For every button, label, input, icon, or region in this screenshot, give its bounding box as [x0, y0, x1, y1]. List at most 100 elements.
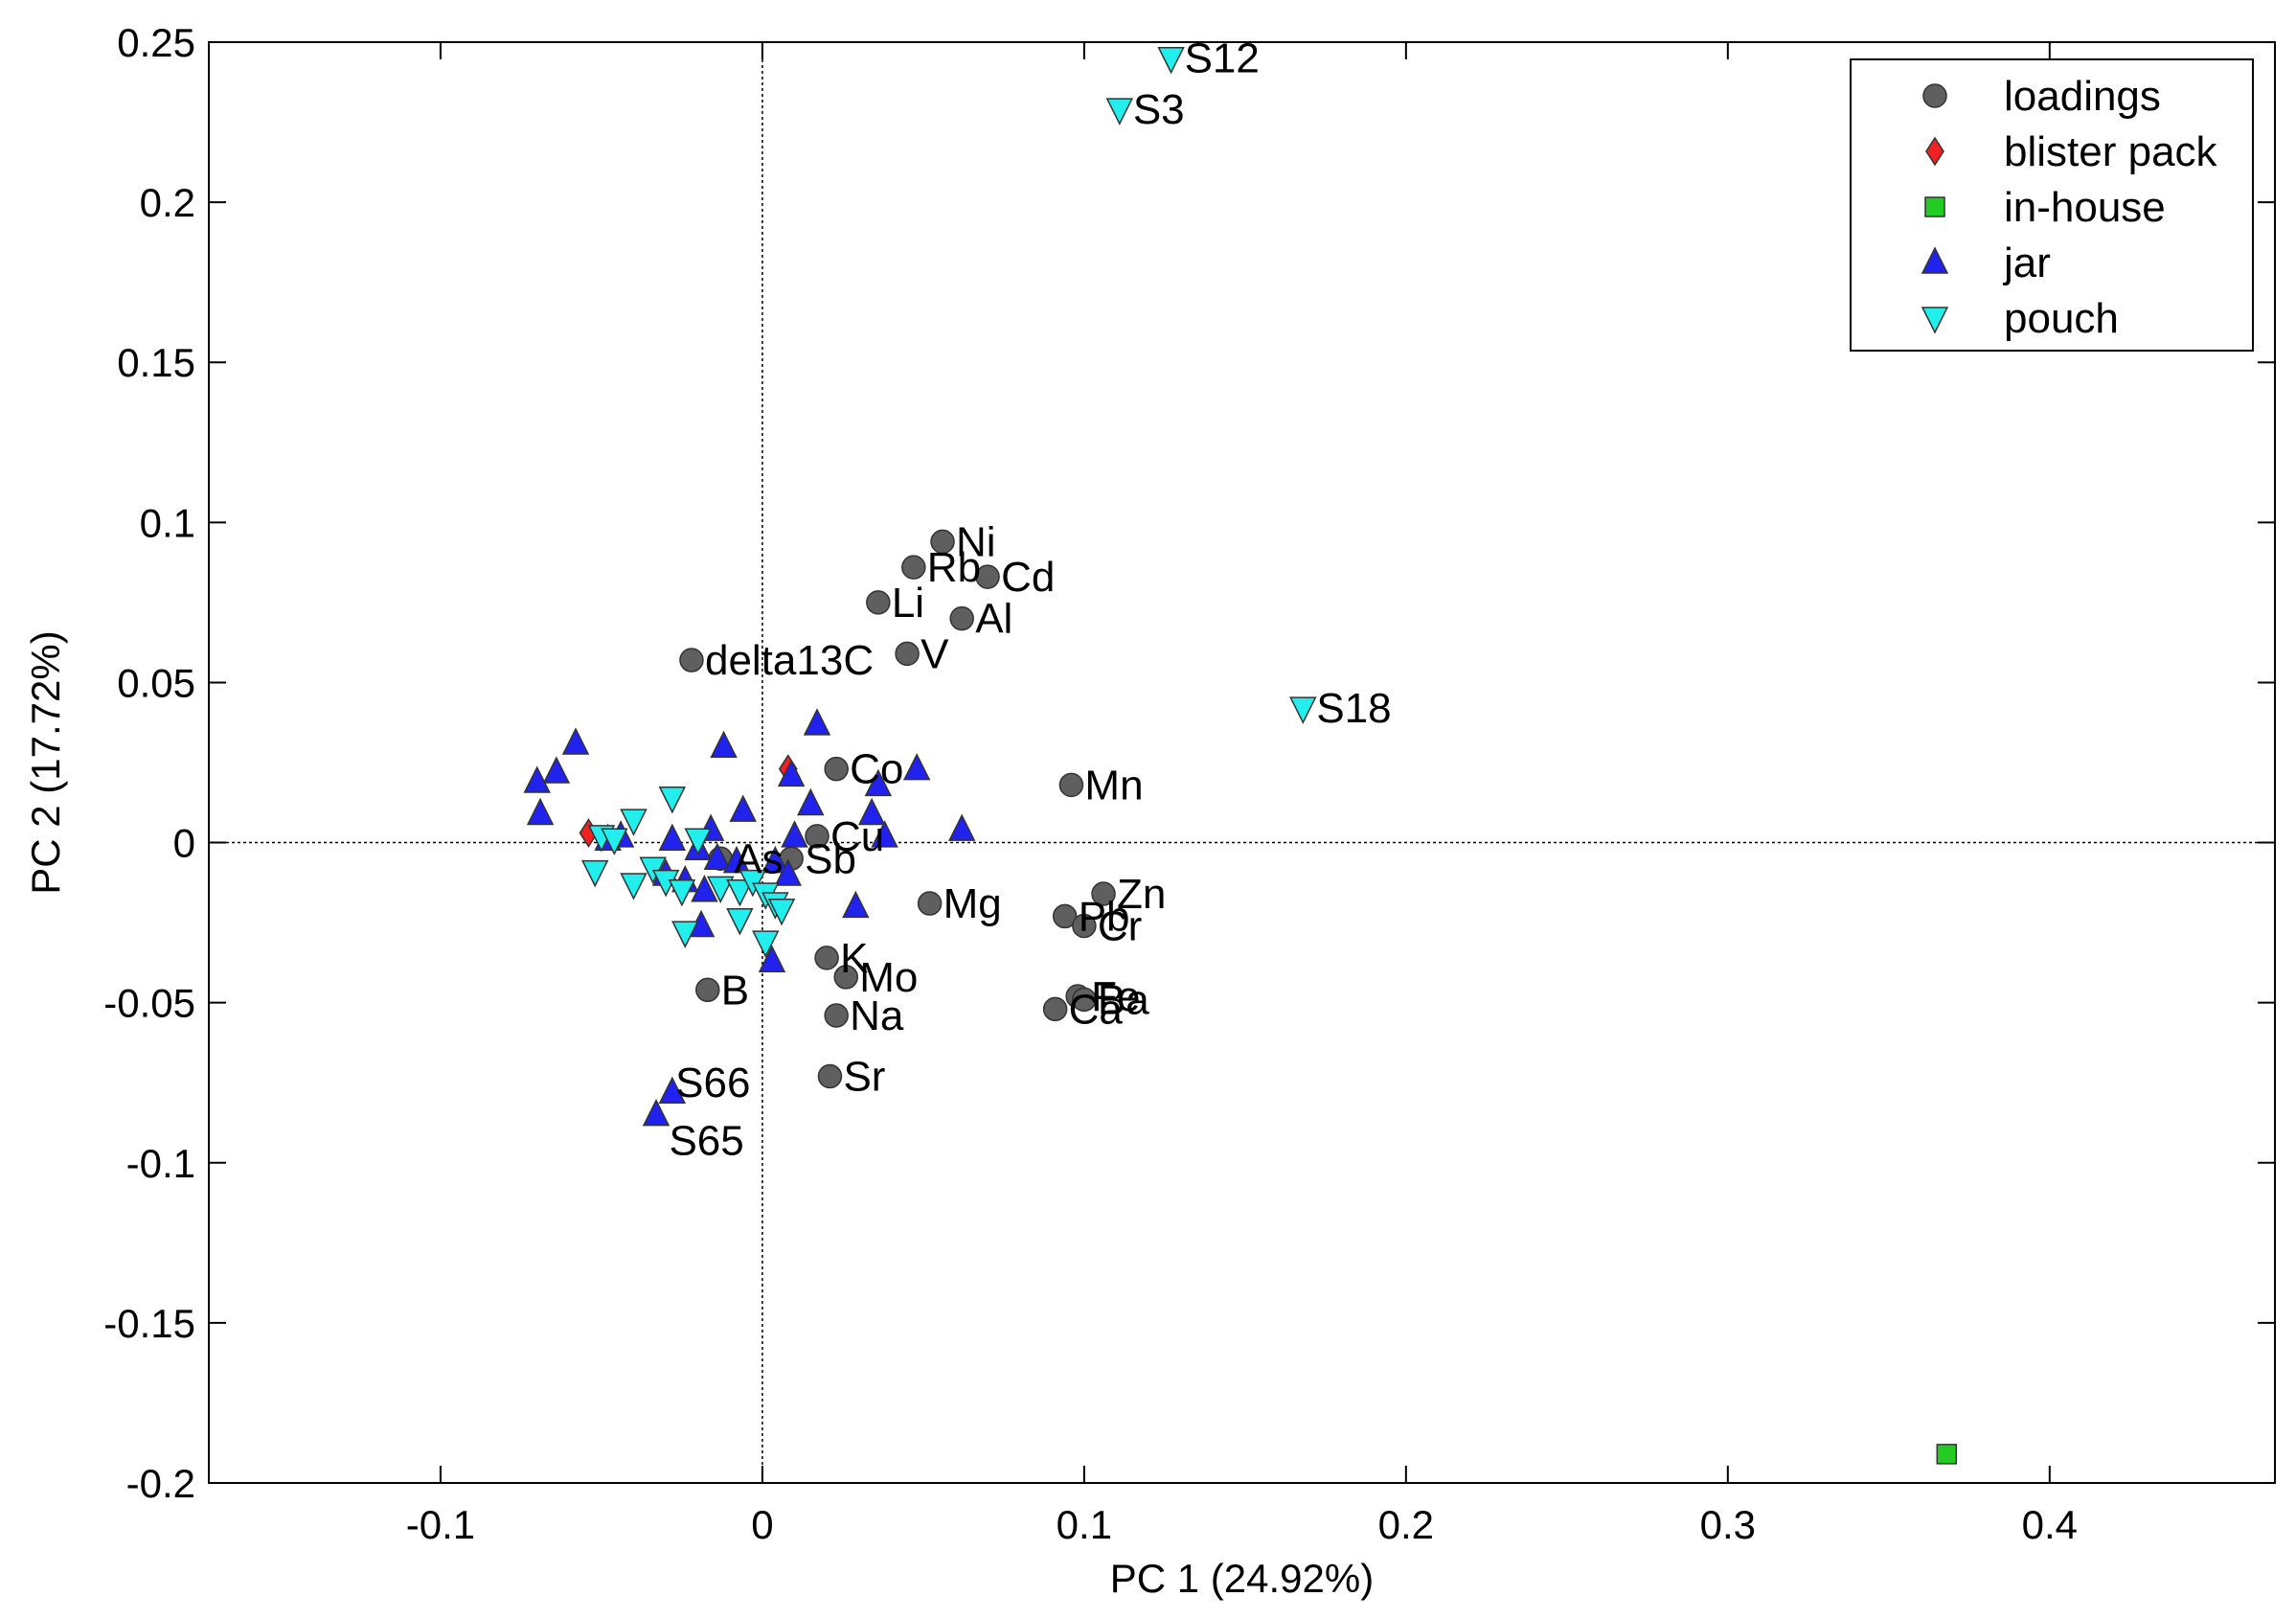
jar-point-11	[729, 794, 757, 822]
reference-lines	[209, 42, 2275, 1483]
label-b: B	[721, 967, 749, 1014]
pouch-point-20	[726, 908, 754, 936]
pouch-point-13	[668, 878, 696, 907]
loadings-point-li	[866, 590, 891, 615]
jar-point-32	[642, 1098, 671, 1127]
y-tick-label: 0.15	[117, 340, 195, 385]
jar-point-17	[781, 820, 808, 848]
loadings-point-delta13c	[679, 648, 704, 673]
plot-frame	[208, 41, 2276, 1484]
loadings-point-b	[695, 977, 720, 1003]
y-tick-label: -0.1	[126, 1141, 195, 1186]
jar-point-14	[658, 823, 687, 851]
pouch-point-s12	[1157, 46, 1185, 75]
x-tick-label: 0	[751, 1502, 773, 1547]
pouch-point-22	[752, 930, 780, 958]
label-ca: Ca	[1069, 986, 1124, 1033]
label-s66: S66	[675, 1060, 750, 1106]
pouch-point-s18	[1289, 696, 1317, 724]
jar-point-6	[803, 708, 831, 736]
jar-point-16	[871, 820, 898, 848]
jar-point-4	[526, 797, 555, 826]
jar-point-9	[864, 768, 893, 797]
loadings-point-mn	[1058, 772, 1084, 798]
label-pb: Pb	[1079, 893, 1130, 940]
y-tick-label: 0	[173, 821, 195, 866]
label-s65: S65	[669, 1117, 743, 1164]
label-sb: Sb	[805, 835, 856, 882]
loadings-point-pb	[1052, 903, 1078, 929]
label-mn: Mn	[1084, 762, 1143, 809]
legend-label-loadings: loadings	[2004, 73, 2161, 120]
label-al: Al	[975, 596, 1012, 643]
label-mg: Mg	[943, 880, 1002, 927]
legend-marker-blister-pack	[1925, 136, 1944, 167]
y-tick-label: 0.2	[140, 180, 195, 225]
y-tick-label: 0.25	[117, 20, 195, 65]
legend-marker-jar	[1921, 246, 1949, 274]
loadings-point-v	[895, 641, 920, 667]
label-sr: Sr	[843, 1054, 885, 1101]
label-v: V	[921, 630, 949, 677]
jar-point-1	[561, 727, 590, 755]
loadings-point-cd	[975, 564, 1000, 589]
loadings-point-cr	[1072, 913, 1097, 939]
label-mo: Mo	[859, 954, 918, 1001]
label-cd: Cd	[1001, 554, 1055, 601]
x-tick-label: -0.1	[406, 1502, 475, 1547]
jar-point-31	[658, 1076, 687, 1104]
y-tick-label: -0.2	[126, 1461, 195, 1506]
in-house-point-1	[1936, 1444, 1958, 1465]
label-cr: Cr	[1098, 902, 1142, 949]
y-axis-title: PC 2 (17.72%)	[23, 630, 68, 894]
legend-marker-loadings	[1922, 83, 1947, 108]
loadings-point-rb	[901, 555, 926, 580]
y-tick-label: 0.1	[140, 500, 195, 545]
jar-point-30	[758, 945, 786, 972]
y-tick-label: 0.05	[117, 660, 195, 705]
pouch-point-19	[767, 898, 796, 926]
label-k: K	[840, 935, 868, 982]
loadings-point-co	[824, 756, 849, 782]
label-rb: Rb	[927, 544, 981, 591]
pouch-point-15	[726, 878, 754, 907]
label-zn: Zn	[1117, 871, 1166, 918]
loadings-point-sr	[817, 1063, 843, 1089]
jar-point-23	[762, 845, 789, 874]
loadings-point-cu	[805, 824, 830, 849]
pouch-point-7	[601, 828, 628, 855]
jar-point-21	[703, 842, 732, 871]
jar-point-3	[523, 765, 551, 793]
legend-label-pouch: pouch	[2004, 295, 2119, 342]
x-tick-label: 0.4	[2022, 1502, 2078, 1547]
jar-point-7	[777, 759, 806, 787]
jar-point-8	[902, 753, 931, 781]
label-co: Co	[850, 746, 903, 793]
axis-ticks: -0.1 0 0.1 0.2 0.3 0.4 -0.2 -0.15 -0.1 -0.05 0 0.05…	[103, 20, 2275, 1547]
jar-point-27	[774, 858, 802, 886]
pouch-point-11	[620, 873, 648, 901]
label-ba: Ba	[1098, 976, 1149, 1023]
label-delta13c: delta13C	[705, 637, 874, 684]
pouch-point-8	[684, 828, 712, 855]
label-cu: Cu	[830, 813, 884, 860]
x-tick-label: 0.2	[1378, 1502, 1434, 1547]
legend-marker-pouch	[1921, 307, 1949, 334]
loadings-point-ni	[930, 529, 955, 555]
loadings-point-ba	[1072, 987, 1097, 1013]
jar-point-15	[947, 813, 976, 841]
pouch-point-s3	[1105, 98, 1134, 125]
x-axis-title: PC 1 (24.92%)	[1110, 1556, 1374, 1601]
label-s3: S3	[1133, 86, 1185, 133]
loadings-point-zn	[1091, 881, 1116, 906]
y-tick-label: -0.15	[103, 1301, 195, 1346]
loadings-point-na	[824, 1003, 849, 1028]
jar-point-26	[691, 875, 718, 902]
jar-point-22	[722, 845, 751, 874]
label-s18: S18	[1316, 685, 1391, 732]
legend: loadings blister pack in-house jar pouch	[1850, 58, 2254, 352]
loadings-point-k	[814, 946, 839, 970]
pouch-point-5	[620, 809, 648, 836]
